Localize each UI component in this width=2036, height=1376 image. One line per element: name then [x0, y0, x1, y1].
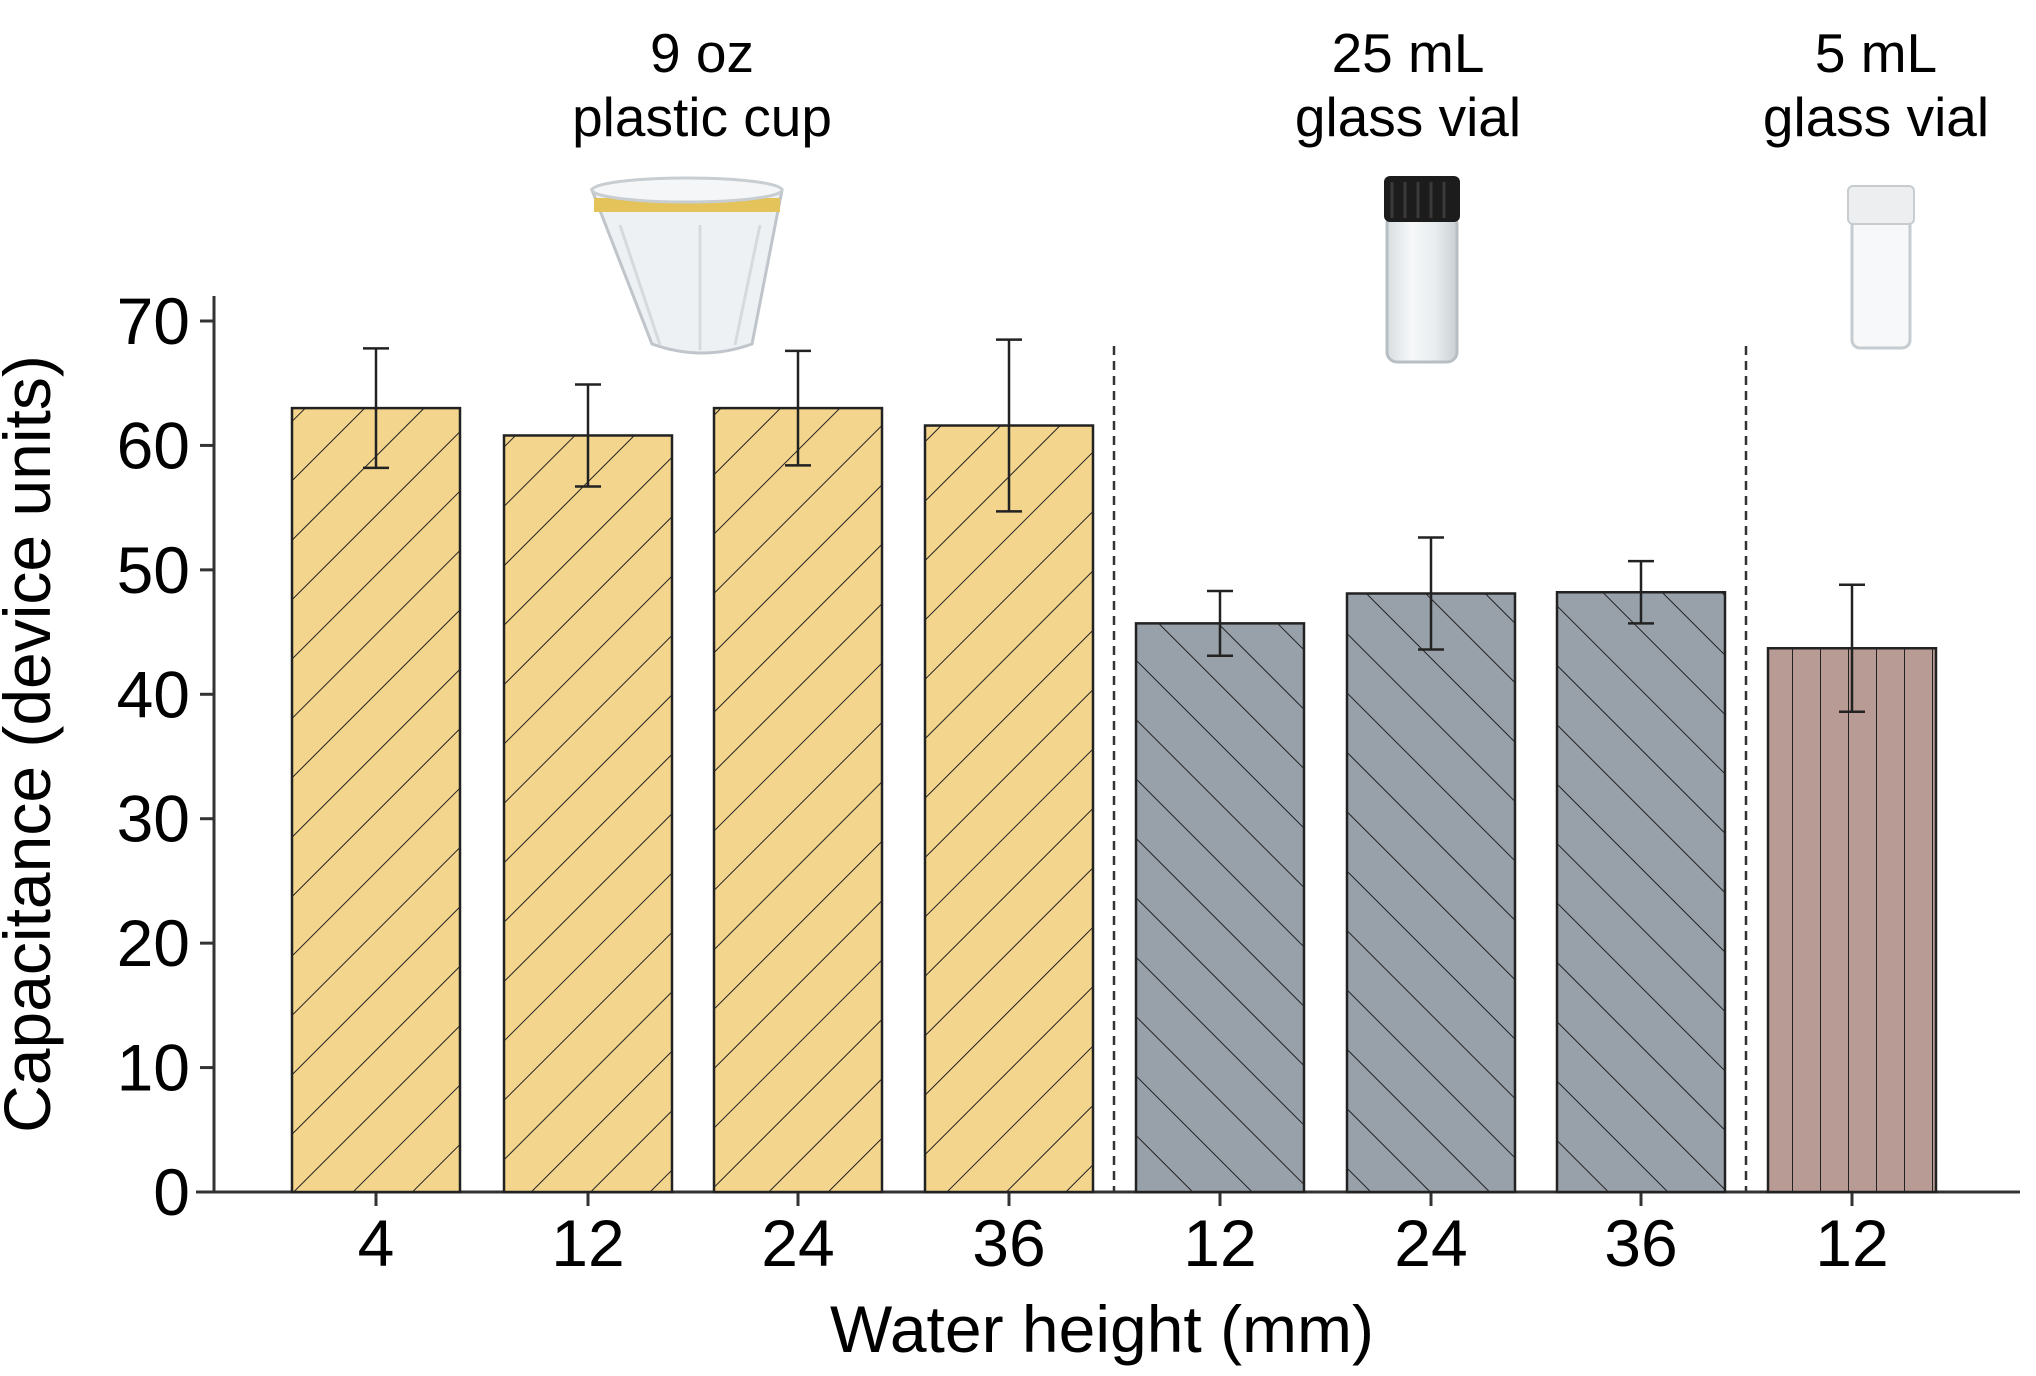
y-tick-label: 70 [117, 284, 190, 358]
glass-vial-black-cap-icon [1384, 176, 1460, 364]
group-header-plastic-cup: 9 oz plastic cup [572, 22, 832, 355]
group-label-line: 25 mL [1332, 22, 1485, 84]
y-tick-label: 10 [117, 1031, 190, 1105]
y-tick-label: 30 [117, 782, 190, 856]
x-tick-label: 12 [551, 1206, 624, 1280]
plastic-cup-icon [589, 176, 784, 355]
group-header-5ml-vial: 5 mL glass vial [1763, 22, 1989, 350]
group-label-line: plastic cup [572, 86, 832, 148]
y-tick-label: 20 [117, 906, 190, 980]
x-tick-label: 36 [972, 1206, 1045, 1280]
y-tick-label: 0 [153, 1155, 190, 1229]
group-label-line: glass vial [1295, 86, 1521, 148]
y-axis-title: Capacitance (device units) [0, 355, 64, 1133]
x-tick-label: 36 [1604, 1206, 1677, 1280]
x-ticks: 4 12 24 36 12 24 36 12 [358, 1192, 1889, 1280]
bar-hatch [1766, 646, 1938, 1194]
group-header-25ml-vial: 25 mL glass vial [1295, 22, 1521, 364]
glass-vial-white-cap-icon [1847, 185, 1915, 350]
x-tick-label: 12 [1183, 1206, 1256, 1280]
x-tick-label: 24 [761, 1206, 834, 1280]
y-tick-label: 50 [117, 533, 190, 607]
bar-hatch [1345, 592, 1517, 1194]
x-tick-label: 24 [1394, 1206, 1467, 1280]
group-label-line: 5 mL [1815, 22, 1937, 84]
x-axis: 4 12 24 36 12 24 36 12 Water height (mm) [196, 1190, 2020, 1366]
x-tick-label: 4 [358, 1206, 395, 1280]
group-label-line: 9 oz [650, 22, 754, 84]
y-ticks: 0 10 20 30 40 50 60 70 [117, 284, 214, 1229]
bar-hatch [1555, 591, 1727, 1194]
bar-hatch [712, 406, 884, 1194]
x-axis-title: Water height (mm) [830, 1292, 1374, 1366]
bars [290, 338, 1938, 1194]
bar-hatch [1134, 622, 1306, 1194]
bar-hatch [923, 424, 1095, 1194]
bar-hatch [290, 406, 462, 1194]
x-tick-label: 12 [1815, 1206, 1888, 1280]
group-label-line: glass vial [1763, 86, 1989, 148]
y-tick-label: 60 [117, 408, 190, 482]
y-axis: 0 10 20 30 40 50 60 70 Capacitance (device unit… [0, 284, 216, 1229]
y-tick-label: 40 [117, 657, 190, 731]
bar-hatch [502, 434, 674, 1194]
